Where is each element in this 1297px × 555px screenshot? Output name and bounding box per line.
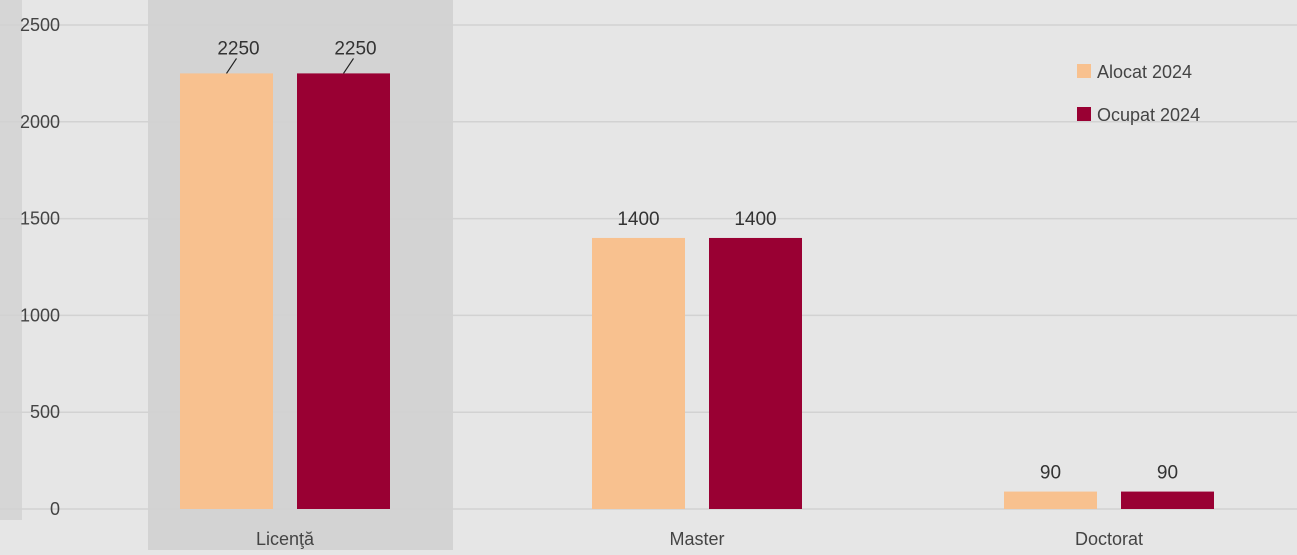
x-tick-label: Master	[669, 529, 724, 549]
legend-label: Alocat 2024	[1097, 62, 1192, 82]
data-labels: 2250 2250 1400 1400 90 90	[217, 38, 1178, 483]
x-tick-label: Doctorat	[1075, 529, 1143, 549]
data-label: 2250	[217, 38, 259, 59]
data-label: 1400	[617, 209, 659, 230]
data-label: 90	[1157, 463, 1178, 484]
bars	[180, 73, 1214, 510]
bar	[709, 237, 802, 509]
bar	[1004, 491, 1097, 509]
leader-line	[226, 58, 237, 74]
leader-line	[343, 58, 354, 74]
axes: 0 500 1000 1500 2000 2500 Licenţă Master Doctora…	[20, 15, 1143, 549]
bar	[592, 237, 685, 509]
y-tick-label: 500	[30, 402, 60, 422]
legend-swatch	[1077, 107, 1091, 121]
y-tick-label: 0	[50, 499, 60, 519]
y-tick-label: 2500	[20, 15, 60, 35]
y-tick-label: 1500	[20, 209, 60, 229]
legend: Alocat 2024 Ocupat 2024	[1077, 62, 1200, 125]
data-label: 90	[1040, 463, 1061, 484]
y-tick-label: 2000	[20, 112, 60, 132]
x-tick-label: Licenţă	[256, 529, 315, 549]
legend-swatch	[1077, 64, 1091, 78]
bar	[180, 73, 273, 510]
y-tick-label: 1000	[20, 305, 60, 325]
data-label: 2250	[334, 38, 376, 59]
data-label: 1400	[734, 209, 776, 230]
bar	[1121, 491, 1214, 509]
legend-label: Ocupat 2024	[1097, 105, 1200, 125]
bar	[297, 73, 390, 510]
